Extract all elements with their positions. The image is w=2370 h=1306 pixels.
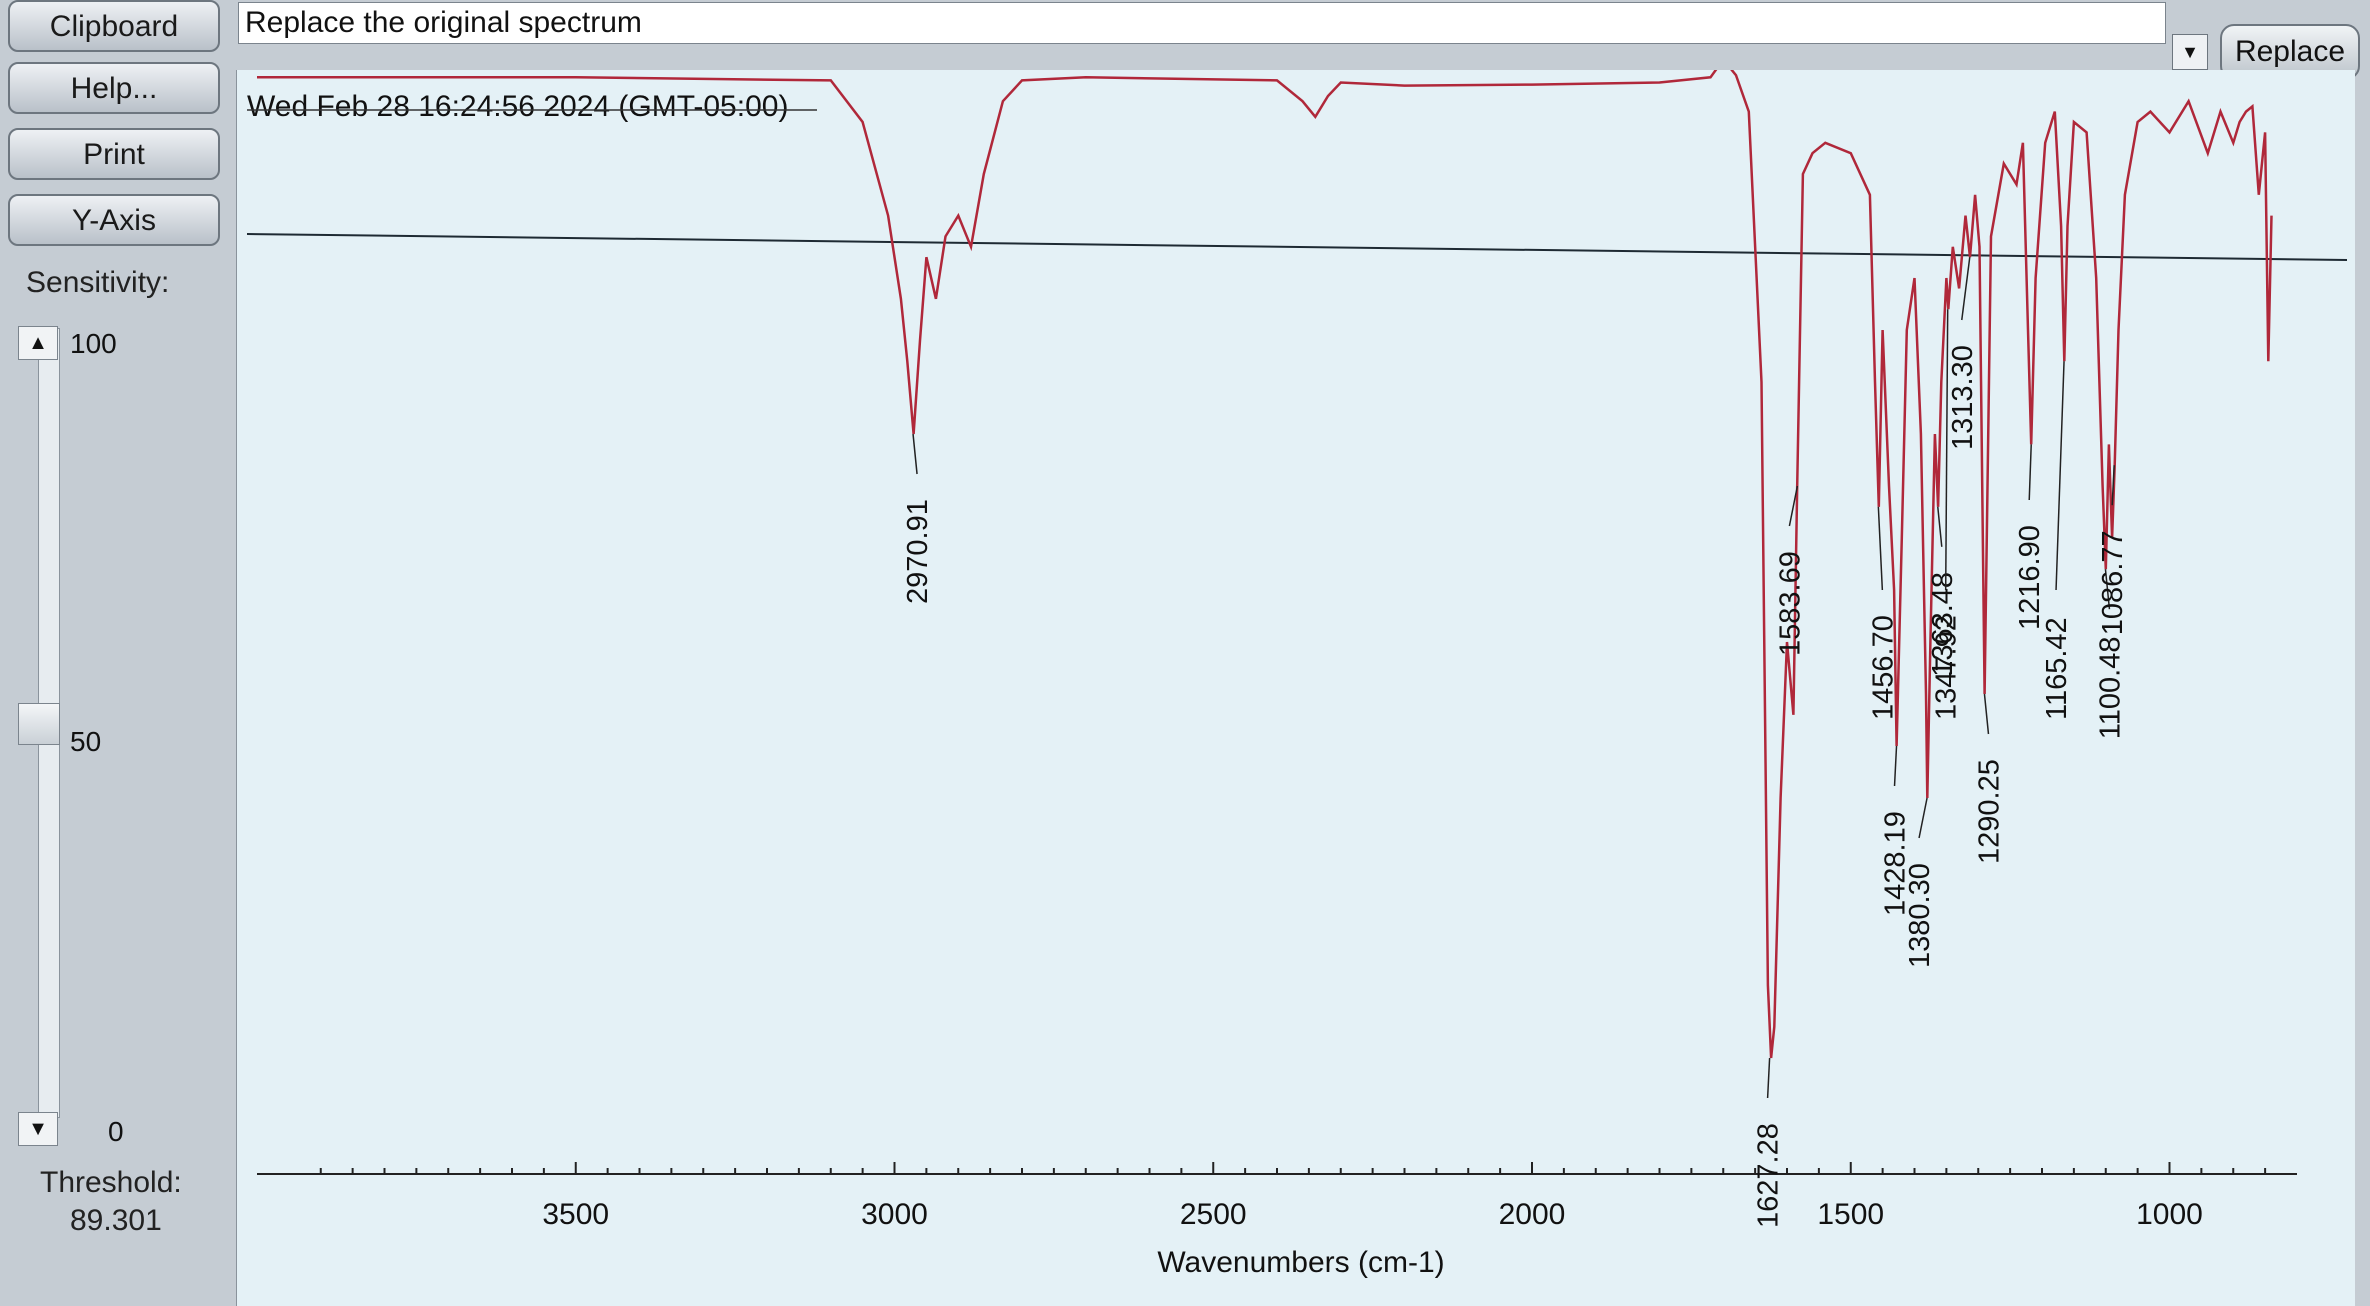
peak-label: 1165.42	[2041, 617, 2073, 720]
x-tick-label: 2000	[1499, 1198, 1566, 1231]
peak-leader-line	[1877, 506, 1884, 591]
peak-leader-line	[1788, 485, 1799, 527]
peak-label: 2970.91	[902, 499, 934, 604]
peak-leader-line	[1893, 745, 1898, 787]
x-tick-label: 1500	[1817, 1198, 1884, 1231]
peak-label: 1216.90	[2014, 525, 2046, 630]
sensitivity-mid-label: 50	[70, 726, 102, 757]
peak-label: 1380.30	[1904, 863, 1936, 968]
peak-leader-line	[1983, 693, 1990, 735]
peak-label: 1627.28	[1753, 1123, 1785, 1228]
threshold-label: Threshold:	[40, 1166, 182, 1199]
x-axis: 3500 3000 2500 2000 1500 1000	[257, 1162, 2297, 1231]
spectrum-line	[257, 70, 2273, 1059]
sensitivity-max-label: 100	[70, 328, 117, 359]
peak-leader-line	[2111, 465, 2115, 506]
x-axis-title: Wavenumbers (cm-1)	[1157, 1246, 1444, 1279]
spectrum-series	[257, 70, 2273, 1059]
peak-leader-line	[1937, 506, 1943, 547]
peak-leader-line	[1918, 797, 1928, 839]
slider-up-arrow-icon[interactable]: ▲	[18, 326, 58, 360]
help-button[interactable]: Help...	[8, 62, 220, 114]
peak-label: 1100.48	[2094, 637, 2126, 740]
peak-label: 1290.25	[1973, 759, 2005, 864]
title-dropdown-arrow-icon[interactable]: ▼	[2172, 34, 2208, 70]
spectrum-title-input[interactable]: Replace the original spectrum	[238, 2, 2166, 44]
peak-leader-line	[2104, 569, 2111, 610]
peak-leader-line	[2028, 444, 2032, 501]
x-tick-label: 1000	[2136, 1198, 2203, 1231]
x-tick-label: 3000	[861, 1198, 928, 1231]
peak-leader-line	[1944, 309, 1949, 591]
x-tick-label: 3500	[542, 1198, 609, 1231]
sensitivity-slider-thumb[interactable]	[18, 703, 60, 745]
clipboard-button[interactable]: Clipboard	[8, 0, 220, 52]
threshold-value: 89.301	[70, 1204, 162, 1237]
sensitivity-label: Sensitivity:	[26, 266, 170, 299]
peak-leader-line	[1961, 257, 1971, 321]
print-button[interactable]: Print	[8, 128, 220, 180]
peak-label: 1347.92	[1931, 615, 1963, 720]
x-tick-label: 2500	[1180, 1198, 1247, 1231]
peak-leader-line	[2055, 361, 2065, 591]
peak-label: 1456.70	[1867, 615, 1899, 720]
sensitivity-min-label: 0	[108, 1116, 124, 1147]
peak-label: 1086.77	[2097, 530, 2129, 635]
peak-label: 1313.30	[1947, 345, 1979, 450]
peak-label: 1428.19	[1880, 811, 1912, 916]
slider-down-arrow-icon[interactable]: ▼	[18, 1112, 58, 1146]
peak-leader-line	[1766, 1057, 1771, 1099]
peak-labels: 2970.91 1627.28 1583.69 1456.70 1428.191380.…	[902, 257, 2129, 1228]
peak-label: 1583.69	[1774, 551, 1806, 656]
spectrum-plot-area[interactable]: Wed Feb 28 16:24:56 2024 (GMT-05:00) 350…	[236, 70, 2355, 1306]
threshold-line[interactable]	[246, 233, 2348, 261]
spectrum-chart: Wed Feb 28 16:24:56 2024 (GMT-05:00) 350…	[246, 70, 2348, 1279]
peak-label: 1363.48	[1927, 572, 1959, 677]
spectrum-timestamp: Wed Feb 28 16:24:56 2024 (GMT-05:00)	[247, 90, 788, 123]
peak-leader-line	[912, 433, 918, 475]
y-axis-button[interactable]: Y-Axis	[8, 194, 220, 246]
